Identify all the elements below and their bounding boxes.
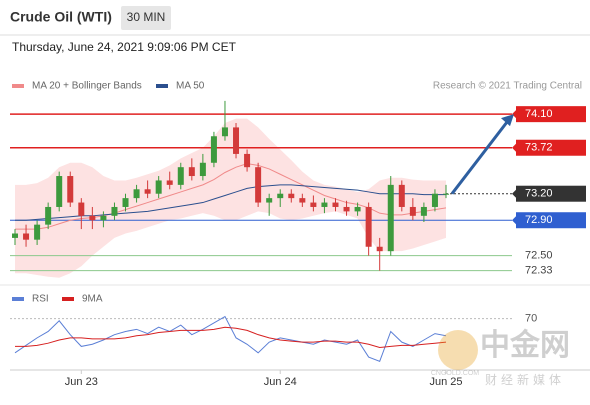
level-tag xyxy=(516,106,586,123)
candle-body xyxy=(332,202,339,207)
legend-swatch xyxy=(12,297,24,301)
candle-body xyxy=(233,127,240,154)
candle-body xyxy=(177,167,184,185)
candle-body xyxy=(266,198,273,203)
candle-body xyxy=(343,206,350,212)
level-label: 72.50 xyxy=(525,250,553,262)
candle-body xyxy=(199,162,206,177)
candle-body xyxy=(277,193,284,199)
candle-body xyxy=(45,206,52,225)
moving-average xyxy=(15,184,446,221)
legend-label: MA 50 xyxy=(176,81,205,92)
candle-body xyxy=(443,193,449,195)
projection-arrowhead xyxy=(501,114,514,127)
candle-body xyxy=(210,136,217,163)
candle-body xyxy=(310,202,317,207)
candle-body xyxy=(376,246,383,252)
candle-body xyxy=(321,202,328,207)
candle-body xyxy=(221,127,228,137)
level-label: 72.90 xyxy=(525,214,553,226)
candle-body xyxy=(409,206,416,216)
rsi-line xyxy=(15,326,447,348)
candle-body xyxy=(244,153,251,168)
candle-body xyxy=(288,193,295,199)
level-tag xyxy=(516,212,586,229)
level-tag xyxy=(516,185,586,202)
projection-arrow xyxy=(450,117,512,195)
level-label: 74.10 xyxy=(525,108,553,120)
candle-body xyxy=(78,202,85,216)
candle-body xyxy=(144,189,151,194)
candle-body xyxy=(365,206,372,247)
level-tag-arrow xyxy=(512,142,517,153)
x-tick-label: Jun 25 xyxy=(429,376,462,388)
candle-body xyxy=(166,180,173,185)
candle-body xyxy=(255,167,262,203)
legend-label: RSI xyxy=(32,294,49,305)
candle-body xyxy=(398,184,405,207)
candle-body xyxy=(387,184,394,252)
candle-body xyxy=(100,215,107,221)
timestamp: Thursday, June 24, 2021 9:09:06 PM CET xyxy=(12,40,237,54)
watermark-site: CNGOLD.COM xyxy=(431,370,479,377)
candle-body xyxy=(34,224,41,240)
candle-body xyxy=(56,176,63,207)
level-tag xyxy=(516,139,586,156)
chart-title: Crude Oil (WTI) xyxy=(10,9,112,25)
level-tag-arrow xyxy=(512,215,517,226)
candle-body xyxy=(133,189,140,199)
x-tick-label: Jun 24 xyxy=(264,376,297,388)
level-label: 72.33 xyxy=(525,265,553,277)
watermark-tagline: 财经新媒体 xyxy=(485,372,565,387)
timeframe-badge xyxy=(121,6,171,30)
source: Research © 2021 Trading Central xyxy=(433,81,582,92)
legend-swatch xyxy=(156,84,168,88)
watermark-logo xyxy=(438,330,478,370)
rsi-line xyxy=(14,315,447,362)
candle-body xyxy=(67,176,74,203)
candle-body xyxy=(89,215,96,221)
level-tag-arrow xyxy=(512,109,517,120)
watermark-brand: 中金网 xyxy=(480,328,570,362)
timeframe: 30 MIN xyxy=(127,10,166,24)
candle-body xyxy=(299,198,306,203)
candle-body xyxy=(122,198,129,207)
legend-swatch xyxy=(62,297,74,301)
level-tag-arrow xyxy=(512,188,517,199)
legend-label: MA 20 + Bollinger Bands xyxy=(32,81,142,92)
legend-swatch xyxy=(12,84,24,88)
moving-average xyxy=(15,163,447,230)
level-label: 73.20 xyxy=(525,188,553,200)
candle-body xyxy=(111,206,118,216)
x-tick-label: Jun 23 xyxy=(65,376,98,388)
bollinger-band xyxy=(15,118,446,278)
y-tick-label: 70 xyxy=(525,313,537,325)
watermark: 中金网 财经新媒体 CNGOLD.COM xyxy=(431,328,570,387)
level-label: 73.72 xyxy=(525,142,553,154)
candle-body xyxy=(23,233,30,240)
candle-body xyxy=(354,206,361,212)
legend-label: 9MA xyxy=(82,294,103,305)
candle-body xyxy=(155,180,162,194)
candle-body xyxy=(188,167,195,177)
candle-body xyxy=(431,193,438,207)
candle-body xyxy=(12,233,18,238)
candle-body xyxy=(420,206,427,216)
